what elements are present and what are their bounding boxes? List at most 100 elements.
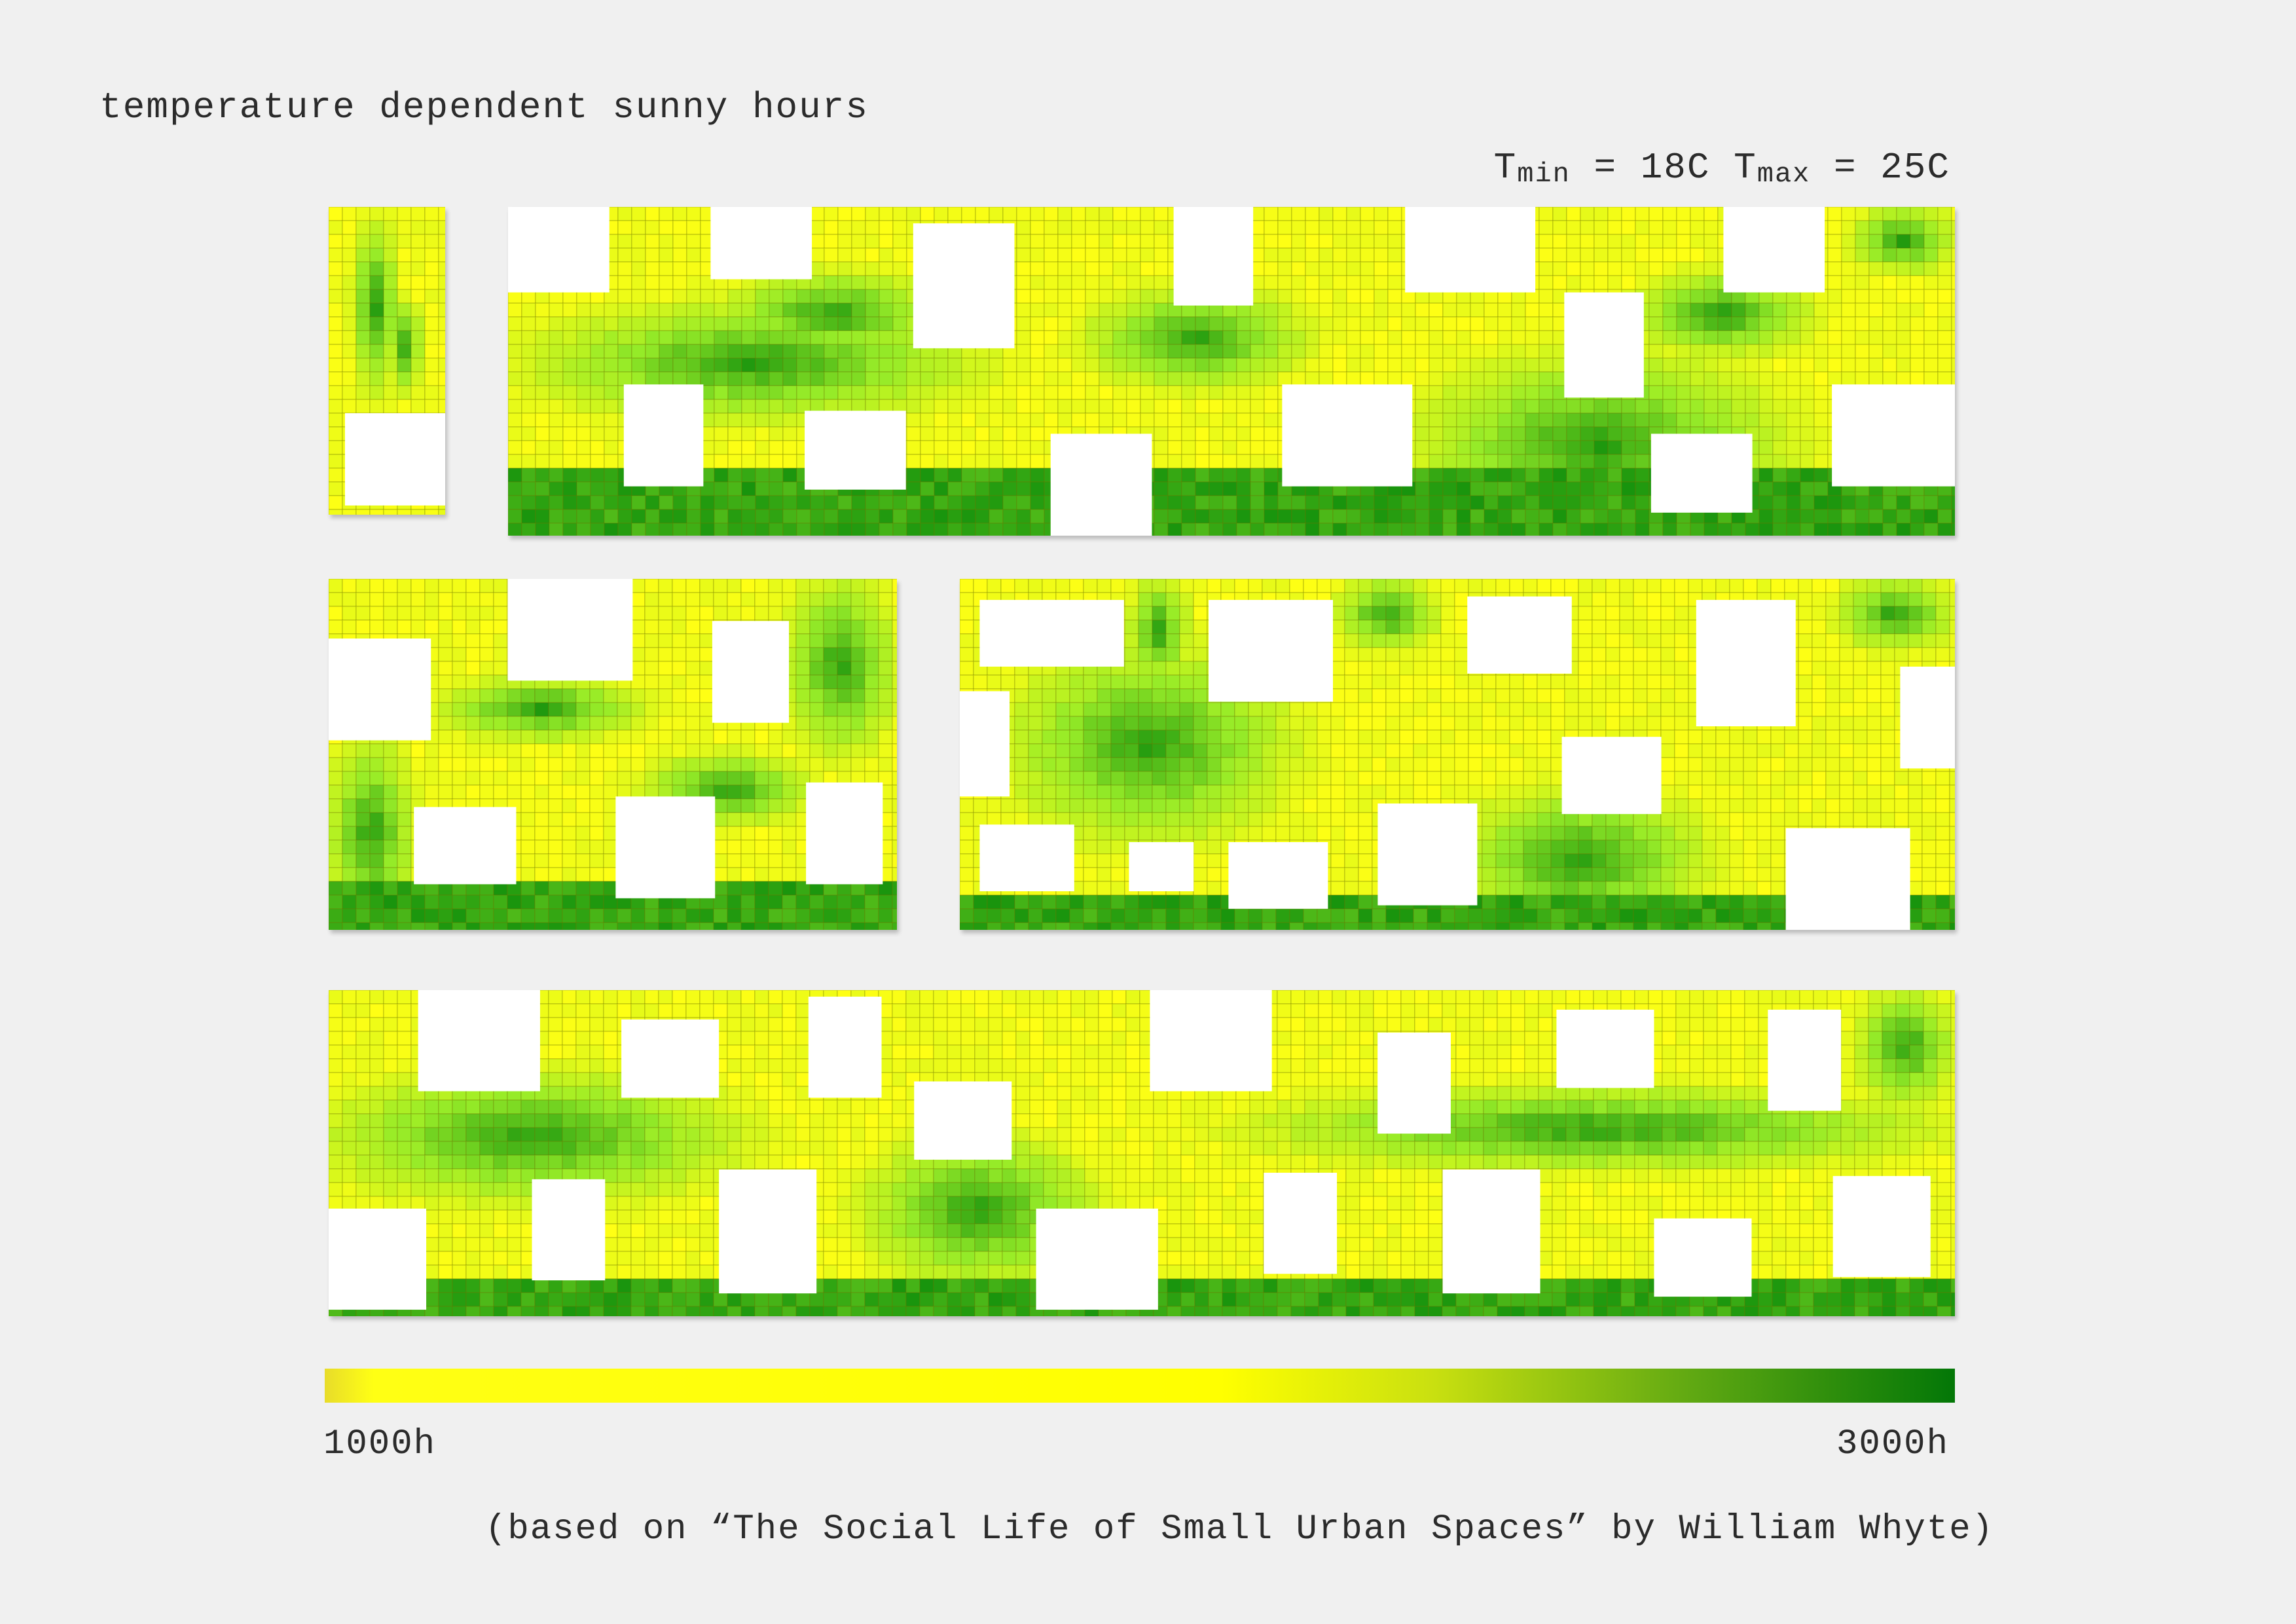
heatmap-cell	[1085, 371, 1100, 386]
heatmap-cell	[521, 358, 536, 373]
heatmap-cell	[1649, 316, 1664, 331]
heatmap-cell	[906, 454, 921, 469]
heatmap-cell	[782, 303, 797, 318]
heatmap-cell	[493, 661, 508, 676]
heatmap-cell	[1140, 207, 1155, 221]
heatmap-cell	[1896, 523, 1911, 536]
heatmap-cell	[1867, 647, 1882, 662]
heatmap-cell	[809, 716, 824, 731]
heatmap-cell	[548, 867, 563, 882]
heatmap-cell	[878, 743, 893, 758]
heatmap-cell	[934, 371, 949, 386]
heatmap-cell	[644, 729, 659, 745]
heatmap-cell	[1509, 688, 1524, 703]
heatmap-cell	[1758, 316, 1774, 331]
heatmap-cell	[1289, 757, 1304, 772]
heatmap-cell	[1495, 716, 1510, 731]
heatmap-cell	[1951, 358, 1955, 373]
heatmap-cell	[1855, 275, 1870, 290]
heatmap-cell	[700, 523, 715, 536]
heatmap-cell	[548, 702, 563, 717]
heatmap-cell	[589, 812, 604, 827]
heatmap-cell	[383, 784, 398, 800]
heatmap-cell	[754, 784, 769, 800]
heatmap-cell	[1745, 399, 1760, 414]
heatmap-cell	[934, 413, 949, 428]
heatmap-cell	[837, 248, 852, 263]
heatmap-cell	[1482, 688, 1497, 703]
heatmap-cell	[1525, 358, 1540, 373]
heatmap-cell	[1154, 248, 1169, 263]
heatmap-cell	[1770, 743, 1785, 758]
heatmap-cell	[424, 207, 439, 221]
heatmap-cell	[700, 358, 715, 373]
heatmap-cell	[1758, 523, 1774, 536]
heatmap-cell	[782, 743, 797, 758]
heatmap-cell	[1704, 330, 1719, 345]
heatmap-cell	[1002, 523, 1017, 536]
heatmap-cell	[837, 220, 852, 235]
heatmap-cell	[631, 330, 646, 345]
heatmap-cell	[1868, 509, 1884, 524]
heatmap-cell	[521, 523, 536, 536]
heatmap-cell	[837, 688, 852, 703]
heatmap-cell	[1222, 316, 1237, 331]
heatmap-cell	[685, 743, 701, 758]
heatmap-cell	[920, 468, 935, 483]
heatmap-cell	[1786, 509, 1801, 524]
heatmap-cell	[1922, 771, 1937, 786]
heatmap-cell	[397, 771, 412, 786]
heatmap-cell	[1702, 757, 1717, 772]
heatmap-cell	[1442, 371, 1457, 386]
heatmap-cell	[824, 207, 839, 221]
heatmap-cell	[342, 275, 357, 290]
heatmap-cell	[906, 426, 921, 441]
heatmap-cell	[575, 729, 591, 745]
heatmap-cell	[1319, 371, 1334, 386]
heatmap-cell	[1069, 702, 1084, 717]
heatmap-cell	[727, 757, 742, 772]
heatmap-cell	[1798, 716, 1813, 731]
heatmap-cell	[1264, 248, 1279, 263]
heatmap-cell	[1358, 579, 1373, 593]
heatmap-cell	[493, 716, 508, 731]
heatmap-cell	[796, 371, 811, 386]
heatmap-cell	[1456, 330, 1471, 345]
heatmap-cell	[658, 702, 673, 717]
heatmap-cell	[1525, 316, 1540, 331]
heatmap-cell	[1758, 344, 1774, 359]
heatmap-cell	[1152, 619, 1167, 635]
heatmap-cell	[714, 523, 729, 536]
heatmap-cell	[1275, 702, 1290, 717]
heatmap-cell	[1057, 413, 1072, 428]
heatmap-cell	[410, 248, 426, 263]
heatmap-cell	[686, 234, 701, 249]
heatmap-cell	[1841, 289, 1856, 304]
heatmap-cell	[699, 716, 714, 731]
heatmap-cell	[851, 220, 866, 235]
heatmap-cell	[520, 826, 536, 841]
heatmap-cell	[1209, 426, 1224, 441]
heatmap-cell	[1910, 344, 1925, 359]
heatmap-cell	[329, 481, 343, 496]
heatmap-cell	[644, 716, 659, 731]
heatmap-cell	[658, 716, 673, 731]
heatmap-cell	[1456, 413, 1471, 428]
heatmap-cell	[1525, 399, 1540, 414]
heatmap-cell	[521, 440, 536, 455]
heatmap-cell	[1935, 647, 1950, 662]
heatmap-cell	[1566, 234, 1581, 249]
heatmap-cell	[1607, 440, 1622, 455]
heatmap-cell	[1827, 207, 1842, 221]
heatmap-cell	[410, 234, 426, 249]
heatmap-cell	[1140, 248, 1155, 263]
heatmap-cell	[1179, 579, 1194, 593]
heatmap-cell	[768, 922, 783, 930]
heatmap-cell	[892, 495, 907, 510]
heatmap-cell	[645, 220, 660, 235]
heatmap-cell	[947, 426, 962, 441]
heatmap-cell	[576, 344, 591, 359]
heatmap-cell	[809, 633, 824, 648]
heatmap-cell	[1181, 399, 1196, 414]
heatmap-cell	[824, 275, 839, 290]
